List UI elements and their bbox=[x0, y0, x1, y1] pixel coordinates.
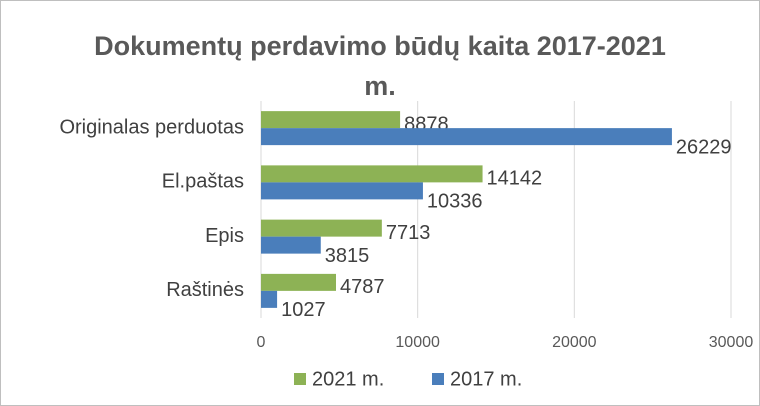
data-label: 10336 bbox=[427, 191, 483, 213]
bar bbox=[261, 290, 278, 308]
y-tick-label: Raštinės bbox=[166, 279, 244, 301]
bar bbox=[261, 182, 423, 200]
bar bbox=[261, 236, 321, 254]
bar bbox=[261, 111, 401, 129]
y-tick-label: Originalas perduotas bbox=[59, 116, 244, 138]
x-tick-label: 0 bbox=[257, 334, 266, 351]
data-label: 26229 bbox=[676, 136, 732, 158]
chart-title: Dokumentų perdavimo būdų kaita 2017-2021… bbox=[94, 31, 666, 101]
x-tick-label: 30000 bbox=[709, 334, 754, 351]
bar bbox=[261, 128, 672, 146]
data-label: 7713 bbox=[386, 222, 431, 244]
legend-swatch bbox=[294, 373, 306, 385]
bar bbox=[261, 273, 336, 291]
bar bbox=[261, 165, 483, 183]
y-tick-label: Epis bbox=[205, 225, 244, 247]
data-label: 4787 bbox=[340, 276, 385, 298]
legend-label: 2021 m. bbox=[312, 368, 384, 390]
data-label: 3815 bbox=[325, 245, 370, 267]
legend-swatch bbox=[432, 373, 444, 385]
x-tick-label: 10000 bbox=[395, 334, 440, 351]
x-tick-label: 20000 bbox=[552, 334, 597, 351]
data-label: 14142 bbox=[487, 168, 543, 190]
bar bbox=[261, 219, 382, 237]
data-label: 1027 bbox=[281, 299, 326, 321]
legend-label: 2017 m. bbox=[450, 368, 522, 390]
y-tick-label: El.paštas bbox=[162, 171, 244, 193]
